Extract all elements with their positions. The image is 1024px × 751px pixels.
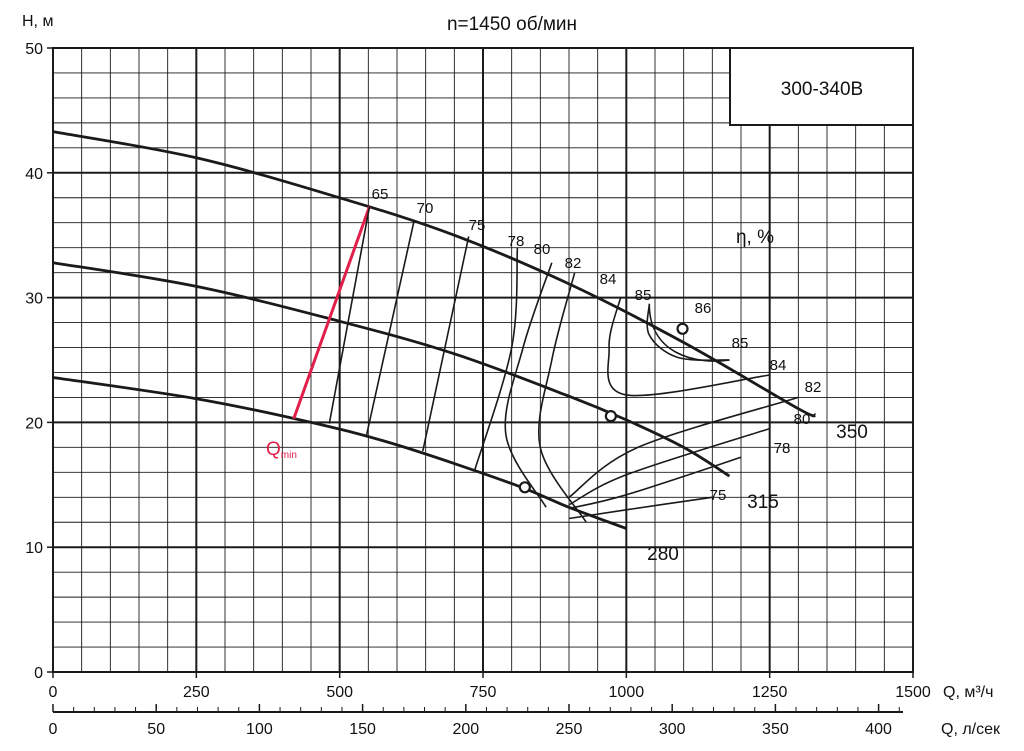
efficiency-label-84: 84 [770,357,787,374]
head-curve-350 [52,130,817,418]
head-curve-280 [52,376,627,530]
y-axis-label: H, м [22,13,53,30]
efficiency-label-86: 86 [695,300,712,317]
efficiency-contour-78 [568,456,742,510]
y-tick-label: 30 [25,291,43,308]
head-curve-315 [52,261,731,478]
x-tick-label: 1000 [609,684,645,701]
bep-point [518,481,531,494]
x-tick-label: 1500 [895,684,931,701]
efficiency-contour-86-region [648,303,730,362]
efficiency-label-84: 84 [600,271,617,288]
model-label: 300-340В [781,79,863,100]
x2-tick-label: 50 [147,721,165,738]
efficiency-contour-65 [328,206,371,424]
head-curves [52,130,817,530]
y-tick-label: 0 [34,665,43,682]
efficiency-label-82: 82 [805,379,822,396]
efficiency-label-80: 80 [534,241,551,258]
x-tick-label: 1250 [752,684,788,701]
qmin-line [292,205,371,420]
efficiency-label-78: 78 [508,233,525,250]
efficiency-contour-78 [473,247,519,472]
efficiency-axis-label: η, % [736,227,774,248]
efficiency-contour-80 [504,262,553,508]
efficiency-contour-80 [568,427,770,506]
efficiency-contour-82 [568,396,799,498]
x2-tick-label: 350 [762,721,789,738]
efficiency-contour-75 [422,236,470,452]
qmin-subscript: min [281,450,297,461]
x2-tick-label: 300 [659,721,686,738]
qmin-label: Qmin [266,439,297,461]
impeller-label-350: 350 [836,422,868,443]
x-tick-label: 500 [326,684,353,701]
chart-title: n=1450 об/мин [447,14,577,35]
impeller-label-315: 315 [747,492,779,513]
efficiency-label-82: 82 [565,255,582,272]
efficiency-contour-70 [365,220,415,436]
efficiency-label-85: 85 [635,287,652,304]
x2-tick-label: 0 [49,721,58,738]
y-tick-label: 40 [25,166,43,183]
efficiency-contours [328,206,799,523]
y-tick-label: 20 [25,415,43,432]
efficiency-label-65: 65 [372,186,389,203]
grid [47,47,914,713]
efficiency-label-75: 75 [469,217,486,234]
efficiency-label-85: 85 [732,335,749,352]
model-box [729,47,914,126]
efficiency-contour-85 [646,303,730,361]
y-tick-label: 50 [25,41,43,58]
bep-point [676,322,689,335]
x2-tick-label: 400 [865,721,892,738]
efficiency-label-70: 70 [417,200,434,217]
efficiency-contour-84 [607,297,770,397]
efficiency-label-78: 78 [774,440,791,457]
x-axis-label: Q, м³/ч [943,684,993,701]
efficiency-label-75: 75 [710,487,727,504]
x2-tick-label: 150 [349,721,376,738]
y-tick-label: 10 [25,540,43,557]
x2-tick-label: 100 [246,721,273,738]
x-tick-label: 750 [470,684,497,701]
efficiency-contour-82 [537,272,587,523]
bep-point [604,410,617,423]
x2-tick-label: 250 [556,721,583,738]
x2-axis-label: Q, л/сек [941,721,1001,738]
x-tick-label: 0 [49,684,58,701]
x2-tick-label: 200 [452,721,479,738]
x-tick-label: 250 [183,684,210,701]
efficiency-contour-75 [568,496,713,520]
impeller-label-280: 280 [647,544,679,565]
efficiency-label-80: 80 [794,411,811,428]
